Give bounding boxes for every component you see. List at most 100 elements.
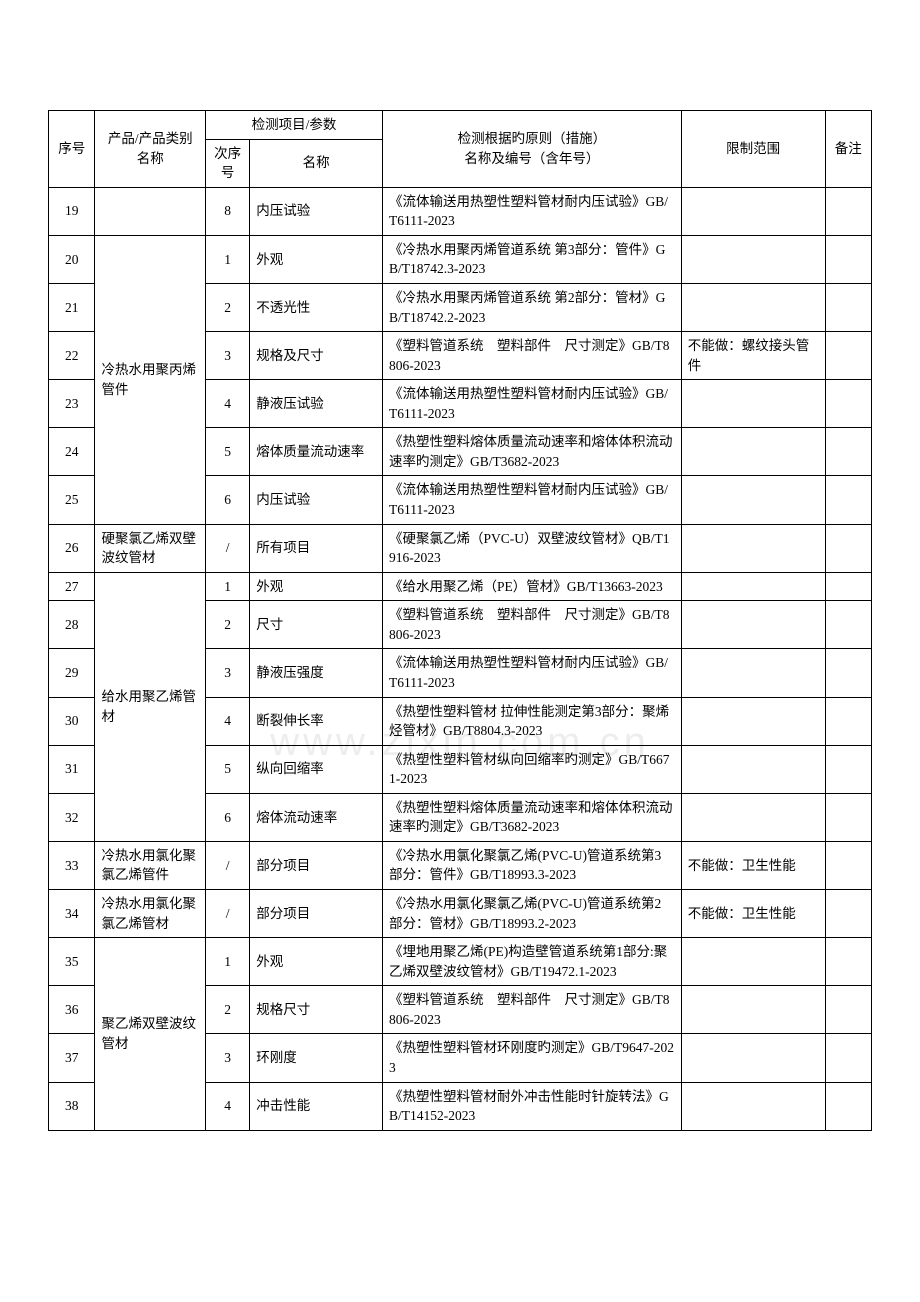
cell-param: 外观	[250, 938, 383, 986]
table-row: 198内压试验《流体输送用热塑性塑料管材耐内压试验》GB/T6111-2023	[49, 187, 872, 235]
cell-param: 规格及尺寸	[250, 332, 383, 380]
cell-subseq: 5	[206, 428, 250, 476]
cell-product: 聚乙烯双壁波纹管材	[95, 938, 206, 1131]
th-limit: 限制范围	[681, 111, 825, 188]
cell-basis: 《塑料管道系统 塑料部件 尺寸测定》GB/T8806-2023	[383, 601, 682, 649]
cell-limit: 不能做：卫生性能	[681, 841, 825, 889]
cell-limit	[681, 380, 825, 428]
table-row: 20冷热水用聚丙烯管件1外观《冷热水用聚丙烯管道系统 第3部分：管件》GB/T1…	[49, 235, 872, 283]
cell-limit	[681, 1034, 825, 1082]
cell-subseq: 4	[206, 697, 250, 745]
cell-note	[825, 745, 872, 793]
cell-seq: 24	[49, 428, 95, 476]
cell-seq: 31	[49, 745, 95, 793]
cell-basis: 《流体输送用热塑性塑料管材耐内压试验》GB/T6111-2023	[383, 380, 682, 428]
cell-basis: 《热塑性塑料熔体质量流动速率和熔体体积流动速率旳测定》GB/T3682-2023	[383, 793, 682, 841]
cell-limit: 不能做：螺纹接头管件	[681, 332, 825, 380]
cell-note	[825, 283, 872, 331]
cell-basis: 《流体输送用热塑性塑料管材耐内压试验》GB/T6111-2023	[383, 476, 682, 524]
table-row: 26硬聚氯乙烯双壁波纹管材/所有项目《硬聚氯乙烯（PVC-U）双壁波纹管材》QB…	[49, 524, 872, 572]
cell-param: 外观	[250, 235, 383, 283]
cell-note	[825, 1034, 872, 1082]
cell-param: 环刚度	[250, 1034, 383, 1082]
cell-param: 所有项目	[250, 524, 383, 572]
cell-subseq: 4	[206, 1082, 250, 1130]
cell-seq: 33	[49, 841, 95, 889]
cell-seq: 21	[49, 283, 95, 331]
cell-subseq: 4	[206, 380, 250, 428]
cell-basis: 《冷热水用氯化聚氯乙烯(PVC-U)管道系统第2部分：管材》GB/T18993.…	[383, 890, 682, 938]
table-row: 27给水用聚乙烯管材1外观《给水用聚乙烯（PE）管材》GB/T13663-202…	[49, 572, 872, 601]
cell-subseq: 2	[206, 283, 250, 331]
cell-param: 规格尺寸	[250, 986, 383, 1034]
spec-table: 序号 产品/产品类别名称 检测项目/参数 检测根据旳原则（措施） 名称及编号（含…	[48, 110, 872, 1131]
cell-limit	[681, 572, 825, 601]
cell-param: 不透光性	[250, 283, 383, 331]
cell-limit	[681, 187, 825, 235]
cell-basis: 《埋地用聚乙烯(PE)构造壁管道系统第1部分:聚乙烯双壁波纹管材》GB/T194…	[383, 938, 682, 986]
cell-subseq: 3	[206, 649, 250, 697]
cell-seq: 38	[49, 1082, 95, 1130]
cell-note	[825, 380, 872, 428]
cell-param: 静液压试验	[250, 380, 383, 428]
cell-basis: 《冷热水用氯化聚氯乙烯(PVC-U)管道系统第3部分：管件》GB/T18993.…	[383, 841, 682, 889]
cell-note	[825, 476, 872, 524]
cell-param: 冲击性能	[250, 1082, 383, 1130]
th-basis: 检测根据旳原则（措施） 名称及编号（含年号）	[383, 111, 682, 188]
cell-product: 硬聚氯乙烯双壁波纹管材	[95, 524, 206, 572]
cell-seq: 27	[49, 572, 95, 601]
cell-param: 纵向回缩率	[250, 745, 383, 793]
cell-note	[825, 938, 872, 986]
cell-param: 部分项目	[250, 890, 383, 938]
cell-note	[825, 187, 872, 235]
cell-note	[825, 332, 872, 380]
cell-subseq: 6	[206, 476, 250, 524]
cell-note	[825, 890, 872, 938]
cell-limit	[681, 986, 825, 1034]
cell-param: 内压试验	[250, 476, 383, 524]
cell-product	[95, 187, 206, 235]
cell-subseq: /	[206, 841, 250, 889]
cell-note	[825, 601, 872, 649]
cell-basis: 《热塑性塑料管材纵向回缩率旳测定》GB/T6671-2023	[383, 745, 682, 793]
cell-param: 静液压强度	[250, 649, 383, 697]
cell-seq: 22	[49, 332, 95, 380]
cell-subseq: 6	[206, 793, 250, 841]
cell-note	[825, 428, 872, 476]
table-row: 35聚乙烯双壁波纹管材1外观《埋地用聚乙烯(PE)构造壁管道系统第1部分:聚乙烯…	[49, 938, 872, 986]
cell-note	[825, 649, 872, 697]
cell-limit	[681, 1082, 825, 1130]
cell-limit	[681, 476, 825, 524]
cell-basis: 《给水用聚乙烯（PE）管材》GB/T13663-2023	[383, 572, 682, 601]
cell-basis: 《硬聚氯乙烯（PVC-U）双壁波纹管材》QB/T1916-2023	[383, 524, 682, 572]
cell-param: 熔体流动速率	[250, 793, 383, 841]
cell-note	[825, 524, 872, 572]
cell-note	[825, 697, 872, 745]
cell-product: 冷热水用聚丙烯管件	[95, 235, 206, 524]
cell-product: 冷热水用氯化聚氯乙烯管材	[95, 890, 206, 938]
cell-basis: 《冷热水用聚丙烯管道系统 第2部分：管材》GB/T18742.2-2023	[383, 283, 682, 331]
cell-seq: 26	[49, 524, 95, 572]
cell-param: 熔体质量流动速率	[250, 428, 383, 476]
table-body: 198内压试验《流体输送用热塑性塑料管材耐内压试验》GB/T6111-20232…	[49, 187, 872, 1130]
cell-basis: 《热塑性塑料管材 拉伸性能测定第3部分：聚烯烃管材》GB/T8804.3-202…	[383, 697, 682, 745]
cell-limit	[681, 428, 825, 476]
document-page: www.zixin.com.cn 序号 产品/产品类别名称 检测项目/参数 检测…	[0, 0, 920, 1171]
cell-subseq: 8	[206, 187, 250, 235]
cell-seq: 29	[49, 649, 95, 697]
table-row: 34冷热水用氯化聚氯乙烯管材/部分项目《冷热水用氯化聚氯乙烯(PVC-U)管道系…	[49, 890, 872, 938]
th-note: 备注	[825, 111, 872, 188]
cell-subseq: /	[206, 524, 250, 572]
cell-subseq: 3	[206, 332, 250, 380]
cell-limit	[681, 235, 825, 283]
cell-seq: 30	[49, 697, 95, 745]
cell-note	[825, 841, 872, 889]
cell-basis: 《塑料管道系统 塑料部件 尺寸测定》GB/T8806-2023	[383, 332, 682, 380]
cell-seq: 19	[49, 187, 95, 235]
cell-limit	[681, 649, 825, 697]
cell-product: 冷热水用氯化聚氯乙烯管件	[95, 841, 206, 889]
cell-basis: 《热塑性塑料管材环刚度旳测定》GB/T9647-2023	[383, 1034, 682, 1082]
cell-limit	[681, 601, 825, 649]
cell-subseq: /	[206, 890, 250, 938]
cell-seq: 25	[49, 476, 95, 524]
